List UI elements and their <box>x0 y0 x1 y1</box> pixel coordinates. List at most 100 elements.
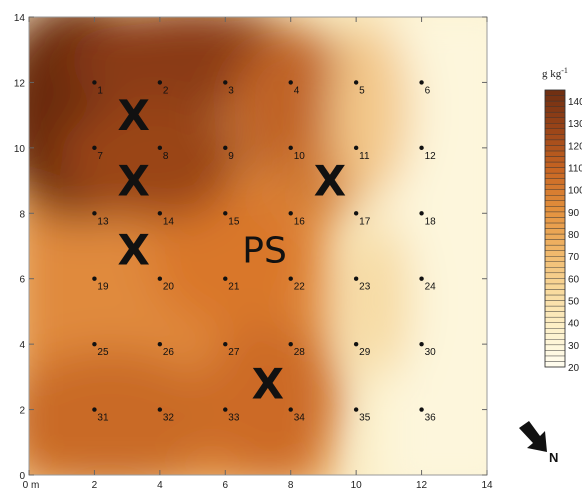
sampling-point-dot <box>223 276 228 281</box>
sampling-point-dot <box>419 145 424 151</box>
sampling-point: 22 <box>288 276 305 293</box>
sampling-point-dot <box>353 341 359 347</box>
sampling-point: 35 <box>353 407 371 424</box>
colorbar-step <box>544 328 566 334</box>
sampling-point: 25 <box>92 341 109 358</box>
colorbar-step <box>544 300 566 307</box>
y-tick-label: 14 <box>14 13 26 24</box>
sampling-point-label: 9 <box>228 151 234 162</box>
sampling-point-dot <box>419 80 424 85</box>
sampling-point-dot <box>92 211 97 216</box>
sampling-point-dot <box>223 341 228 347</box>
map-frame <box>28 16 488 476</box>
colorbar-step <box>544 261 566 268</box>
sampling-point-label: 24 <box>425 282 437 293</box>
x-tick-label: 14 <box>481 480 493 491</box>
ps-label: PS <box>242 230 287 271</box>
sampling-point: 3 <box>223 80 234 96</box>
colorbar-step <box>544 178 566 185</box>
colorbar-tick-label: 90 <box>568 208 580 219</box>
sampling-point-dot <box>353 211 359 216</box>
sampling-point-label: 25 <box>97 347 109 358</box>
sampling-point-label: 1 <box>97 85 103 96</box>
colorbar-step <box>544 106 566 113</box>
colorbar-step <box>544 333 566 340</box>
colorbar-tick-label: 20 <box>568 363 580 374</box>
sampling-point-dot <box>92 145 97 151</box>
colorbar-step <box>544 361 566 368</box>
sampling-point: 24 <box>419 276 437 293</box>
colorbar-step <box>544 150 566 157</box>
colorbar-step <box>544 355 566 362</box>
sampling-point-label: 28 <box>294 347 306 358</box>
sampling-point-dot <box>288 145 293 151</box>
sampling-point: 17 <box>353 211 371 227</box>
colorbar-step <box>544 145 566 152</box>
colorbar-frame <box>544 89 566 368</box>
sampling-point-label: 2 <box>163 85 169 96</box>
sampling-point-dot <box>288 276 293 281</box>
sampling-point: 13 <box>92 211 109 227</box>
sampling-point-label: 14 <box>163 216 175 227</box>
colorbar-step <box>544 283 566 290</box>
sampling-point-label: 5 <box>359 85 365 96</box>
y-tick-label: 2 <box>19 406 25 417</box>
x-marker: X <box>314 157 346 206</box>
sampling-point-dot <box>157 211 163 216</box>
sampling-point: 1 <box>92 80 103 96</box>
y-tick-label: 6 <box>19 275 25 286</box>
sampling-point-dot <box>157 341 163 347</box>
sampling-point-label: 29 <box>359 347 371 358</box>
sampling-point: 28 <box>288 341 306 358</box>
colorbar-step <box>544 344 566 351</box>
colorbar-tick-label: 80 <box>568 230 580 241</box>
sampling-point: 9 <box>223 145 234 162</box>
colorbar-step <box>544 206 566 213</box>
sampling-point: 29 <box>353 341 371 358</box>
sampling-point-dot <box>92 341 97 347</box>
colorbar-tick-label: 30 <box>568 341 580 352</box>
sampling-point-label: 11 <box>359 151 370 162</box>
colorbar-step <box>544 222 566 229</box>
sampling-point: 7 <box>92 145 103 162</box>
sampling-point-label: 7 <box>97 151 103 162</box>
colorbar-tick-label: 40 <box>568 319 580 330</box>
colorbar-step <box>544 161 566 168</box>
north-label: N <box>549 450 558 465</box>
colorbar-step <box>544 211 566 218</box>
sampling-point: 27 <box>223 341 240 358</box>
sampling-point-dot <box>419 407 424 412</box>
sampling-point-dot <box>157 145 163 151</box>
sampling-point-dot <box>223 145 228 151</box>
colorbar-step <box>544 123 566 129</box>
sampling-point-label: 16 <box>294 216 306 227</box>
sampling-point: 21 <box>223 276 240 293</box>
sampling-point-label: 30 <box>425 347 437 358</box>
x-tick-label: 2 <box>92 480 98 491</box>
sampling-point: 6 <box>419 80 431 96</box>
sampling-point-dot <box>419 211 424 216</box>
sampling-point: 11 <box>353 145 370 162</box>
colorbar-tick-label: 140 <box>568 97 582 108</box>
colorbar-step <box>544 233 566 240</box>
sampling-point-label: 18 <box>425 216 437 227</box>
sampling-point: 10 <box>288 145 305 162</box>
colorbar-step <box>544 305 566 312</box>
y-tick-label: 0 <box>19 471 25 482</box>
x-tick-label: 0 m <box>23 480 40 491</box>
colorbar-step <box>544 228 566 235</box>
sampling-point: 33 <box>223 407 240 424</box>
sampling-point: 32 <box>157 407 175 424</box>
colorbar-tick-label: 60 <box>568 274 580 285</box>
colorbar-tick-label: 70 <box>568 252 580 263</box>
sampling-point-label: 21 <box>228 282 240 293</box>
y-tick-label: 4 <box>19 340 25 351</box>
colorbar-step <box>544 250 566 257</box>
sampling-point: 23 <box>353 276 371 293</box>
sampling-point-dot <box>157 80 163 85</box>
colorbar-step <box>544 183 566 190</box>
sampling-point-label: 13 <box>97 216 109 227</box>
colorbar-step <box>544 172 566 179</box>
sampling-point-label: 32 <box>163 413 175 424</box>
